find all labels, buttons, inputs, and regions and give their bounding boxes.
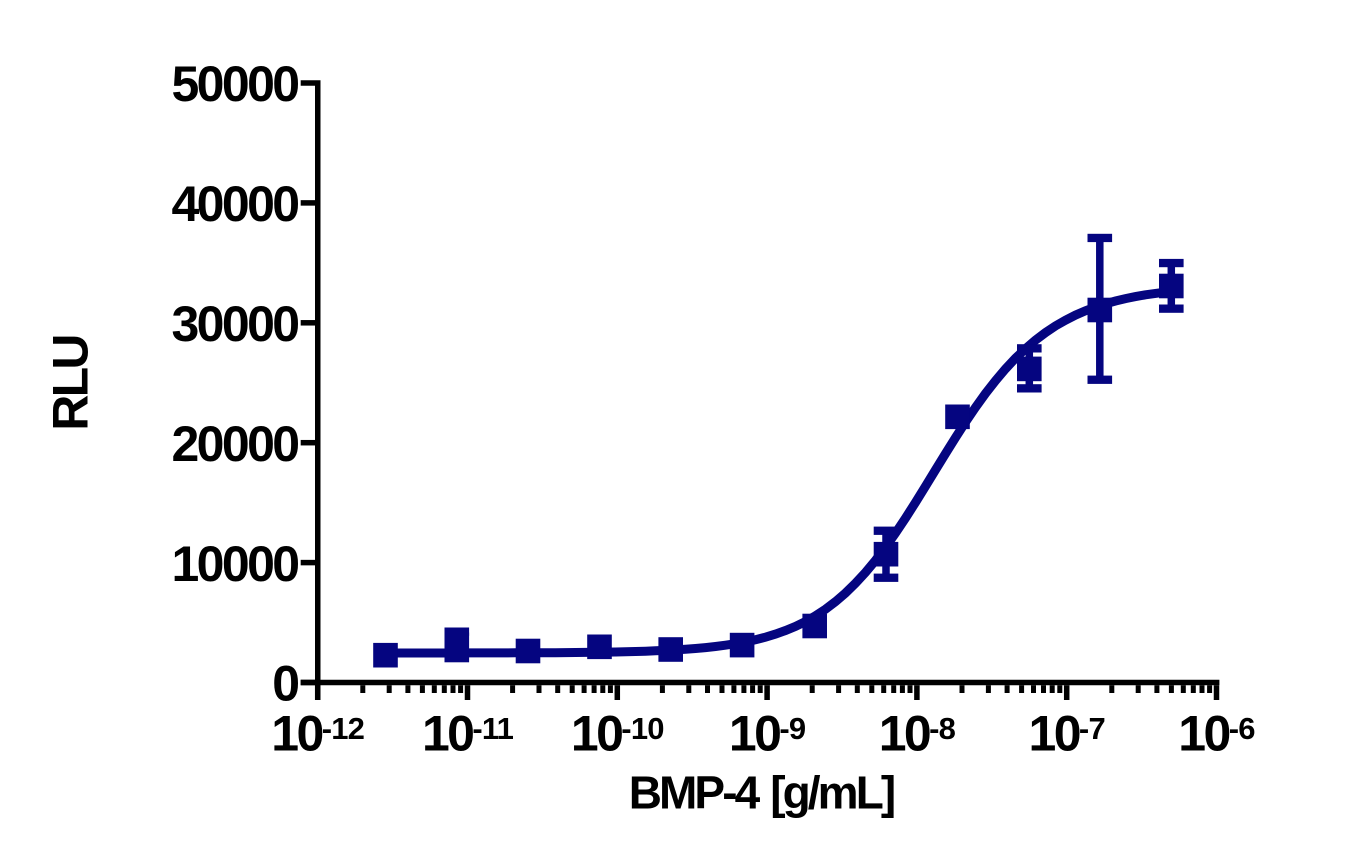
svg-text:10000: 10000 [171, 536, 298, 592]
svg-text:10-7: 10-7 [1029, 705, 1105, 761]
svg-text:50000: 50000 [171, 56, 298, 112]
svg-text:10-8: 10-8 [879, 705, 956, 761]
svg-text:RLU: RLU [43, 336, 99, 431]
svg-text:BMP-4 [g/mL]: BMP-4 [g/mL] [629, 767, 894, 819]
svg-text:0: 0 [272, 656, 298, 712]
svg-text:20000: 20000 [171, 416, 298, 472]
svg-text:30000: 30000 [171, 296, 298, 352]
svg-text:40000: 40000 [171, 176, 298, 232]
